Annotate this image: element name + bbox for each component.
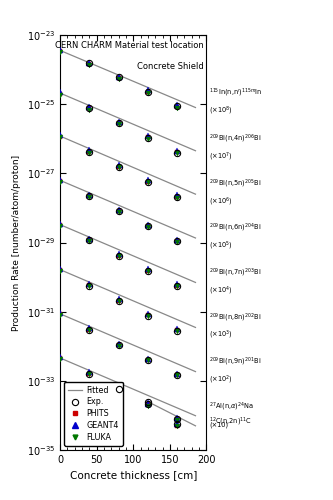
Text: $^{209}$Bi(n,5n)$^{205}$Bi: $^{209}$Bi(n,5n)$^{205}$Bi [209,178,262,190]
Text: (×10$^{3}$): (×10$^{3}$) [209,329,233,342]
Legend: Fitted, Exp., PHITS, GEANT4, FLUKA: Fitted, Exp., PHITS, GEANT4, FLUKA [64,382,123,446]
Text: (×10$^{2}$): (×10$^{2}$) [209,374,233,386]
Text: CERN CHARM Material test location: CERN CHARM Material test location [55,41,203,50]
Text: $^{209}$Bi(n,7n)$^{203}$Bi: $^{209}$Bi(n,7n)$^{203}$Bi [209,266,262,278]
Y-axis label: Production Rate [number/atom/proton]: Production Rate [number/atom/proton] [12,154,21,330]
Text: $^{12}$C(n,2n)$^{11}$C: $^{12}$C(n,2n)$^{11}$C [209,416,252,428]
X-axis label: Concrete thickness [cm]: Concrete thickness [cm] [70,470,197,480]
Text: $^{209}$Bi(n,6n)$^{204}$Bi: $^{209}$Bi(n,6n)$^{204}$Bi [209,222,262,234]
Text: (×10$^{5}$): (×10$^{5}$) [209,239,233,252]
Text: $^{209}$Bi(n,8n)$^{202}$Bi: $^{209}$Bi(n,8n)$^{202}$Bi [209,311,262,324]
Text: (×10$^{6}$): (×10$^{6}$) [209,196,233,207]
Text: (×10$^{4}$): (×10$^{4}$) [209,284,233,296]
Text: (×10$^{8}$): (×10$^{8}$) [209,105,233,117]
Text: Concrete Shield: Concrete Shield [137,62,203,71]
Text: $^{209}$Bi(n,9n)$^{201}$Bi: $^{209}$Bi(n,9n)$^{201}$Bi [209,356,262,368]
Text: $^{27}$Al(n,$\alpha$)$^{24}$Na: $^{27}$Al(n,$\alpha$)$^{24}$Na [209,400,254,412]
Text: $^{115}$In(n,n$'$)$^{115m}$In: $^{115}$In(n,n$'$)$^{115m}$In [209,87,263,100]
Text: (×10$^{7}$): (×10$^{7}$) [209,150,233,163]
Text: $^{209}$Bi(n,4n)$^{206}$Bi: $^{209}$Bi(n,4n)$^{206}$Bi [209,133,262,145]
Text: (×10): (×10) [209,421,228,428]
